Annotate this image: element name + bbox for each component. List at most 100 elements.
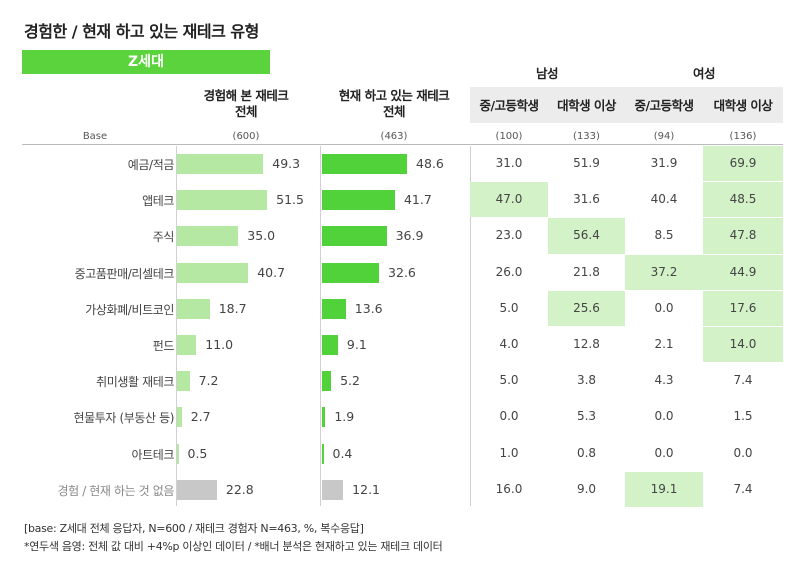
category-label: 아트테크 bbox=[131, 447, 174, 462]
bar-experienced bbox=[177, 190, 268, 211]
highlight-cell bbox=[548, 290, 625, 326]
table-cell: 12.8 bbox=[573, 337, 600, 351]
bar-experienced bbox=[177, 371, 190, 392]
table-cell: 40.4 bbox=[650, 192, 678, 207]
table-cell: 0.0 bbox=[654, 300, 674, 315]
value-label-current: 1.9 bbox=[334, 409, 355, 425]
value-label-current: 9.1 bbox=[346, 337, 367, 352]
table-cell: 9.0 bbox=[576, 481, 597, 496]
value-label-current: 5.2 bbox=[340, 373, 360, 389]
category-label: 예금/적금 bbox=[127, 158, 175, 172]
highlight-cell bbox=[703, 218, 783, 254]
header-male-college: 대학생 이상 bbox=[557, 98, 616, 113]
base-current: (463) bbox=[380, 131, 408, 142]
bar-current bbox=[322, 335, 338, 355]
value-label-experienced: 11.0 bbox=[205, 337, 234, 352]
table-cell: 5.0 bbox=[499, 373, 519, 388]
table-cell: 16.0 bbox=[495, 481, 523, 496]
value-label-current: 36.9 bbox=[395, 228, 424, 244]
header-current: 현재 하고 있는 재테크 전체 bbox=[338, 88, 450, 119]
table-cell: 7.4 bbox=[733, 373, 753, 388]
header-female-college: 대학생 이상 bbox=[713, 98, 773, 113]
bar-experienced bbox=[177, 407, 182, 428]
table-cell: 17.6 bbox=[729, 300, 757, 315]
table-cell: 44.9 bbox=[729, 264, 757, 279]
base-experienced: (600) bbox=[232, 131, 260, 142]
value-label-current: 41.7 bbox=[403, 192, 432, 208]
table-cell: 14.0 bbox=[729, 337, 757, 351]
value-label-experienced: 35.0 bbox=[247, 228, 276, 244]
table-cell: 0.0 bbox=[733, 445, 753, 460]
separator-label bbox=[176, 146, 177, 506]
header-male-middle-high: 중/고등학생 bbox=[479, 98, 539, 113]
category-label: 경험 / 현재 하는 것 없음 bbox=[57, 483, 175, 498]
highlight-cell bbox=[703, 254, 783, 290]
value-label-experienced: 18.7 bbox=[218, 300, 247, 316]
value-label-current: 32.6 bbox=[388, 264, 416, 280]
table-cell: 23.0 bbox=[495, 228, 523, 243]
base-male-college: (133) bbox=[573, 131, 600, 142]
highlight-cell bbox=[548, 218, 625, 254]
subheader-background bbox=[470, 87, 783, 123]
bar-experienced bbox=[177, 226, 239, 247]
table-cell: 69.9 bbox=[729, 156, 757, 170]
value-label-current: 48.6 bbox=[416, 156, 444, 171]
table-cell: 25.6 bbox=[573, 300, 600, 315]
header-divider bbox=[22, 144, 783, 145]
table-cell: 51.9 bbox=[573, 156, 600, 170]
bar-current bbox=[322, 371, 332, 392]
table-cell: 56.4 bbox=[573, 228, 600, 243]
bar-current bbox=[322, 154, 408, 174]
value-label-experienced: 22.8 bbox=[225, 481, 254, 497]
table-cell: 47.8 bbox=[729, 228, 757, 243]
category-label: 취미생활 재테크 bbox=[96, 375, 174, 390]
base-label: Base bbox=[82, 131, 108, 142]
base-male-middle-high: (100) bbox=[495, 131, 523, 142]
base-female-college: (136) bbox=[729, 131, 757, 142]
table-cell: 48.5 bbox=[729, 192, 757, 207]
value-label-current: 0.4 bbox=[332, 445, 353, 461]
highlight-cell bbox=[703, 327, 783, 363]
chart-title: 경험한 / 현재 하고 있는 재테크 유형 bbox=[24, 22, 259, 41]
bar-experienced bbox=[177, 479, 217, 500]
table-cell: 37.2 bbox=[650, 264, 678, 279]
footer-highlight-note: *연두색 음영: 전체 값 대비 +4%p 이상인 데이터 / *배너 분석은 … bbox=[24, 540, 443, 553]
value-label-experienced: 2.7 bbox=[190, 409, 211, 425]
separator-table bbox=[470, 146, 471, 506]
base-female-middle-high: (94) bbox=[653, 131, 675, 142]
value-label-experienced: 51.5 bbox=[276, 192, 304, 208]
bar-current bbox=[322, 407, 326, 428]
value-label-experienced: 7.2 bbox=[198, 373, 219, 389]
table-cell: 31.6 bbox=[573, 192, 600, 207]
bar-experienced bbox=[177, 262, 249, 283]
table-cell: 21.8 bbox=[573, 264, 600, 279]
table-cell: 19.1 bbox=[650, 481, 678, 496]
table-cell: 0.0 bbox=[499, 409, 519, 424]
highlight-cell bbox=[625, 471, 703, 507]
bar-current bbox=[322, 479, 344, 500]
value-label-current: 12.1 bbox=[352, 481, 381, 497]
table-cell: 8.5 bbox=[654, 228, 674, 243]
table-cell: 4.3 bbox=[654, 373, 674, 388]
bar-experienced bbox=[177, 443, 179, 464]
value-label-experienced: 40.7 bbox=[257, 264, 286, 280]
table-cell: 47.0 bbox=[495, 192, 523, 207]
table-cell: 4.0 bbox=[499, 337, 519, 351]
category-label: 현물투자 (부동산 등) bbox=[73, 411, 174, 426]
table-cell: 2.1 bbox=[654, 337, 674, 351]
table-cell: 3.8 bbox=[576, 373, 597, 388]
highlight-cell bbox=[703, 146, 783, 182]
header-female: 여성 bbox=[692, 66, 716, 81]
category-label: 중고품판매/리셀테크 bbox=[74, 266, 175, 281]
bar-experienced bbox=[177, 154, 264, 174]
category-label: 앱테크 bbox=[142, 194, 174, 209]
bar-current bbox=[322, 443, 324, 464]
table-cell: 0.0 bbox=[654, 409, 674, 424]
value-label-current: 13.6 bbox=[354, 300, 383, 316]
value-label-experienced: 0.5 bbox=[187, 445, 208, 461]
category-label: 주식 bbox=[152, 230, 175, 245]
table-cell: 1.0 bbox=[499, 445, 519, 460]
table-cell: 31.9 bbox=[650, 156, 678, 170]
highlight-cell bbox=[703, 290, 783, 326]
bar-current bbox=[322, 298, 346, 319]
